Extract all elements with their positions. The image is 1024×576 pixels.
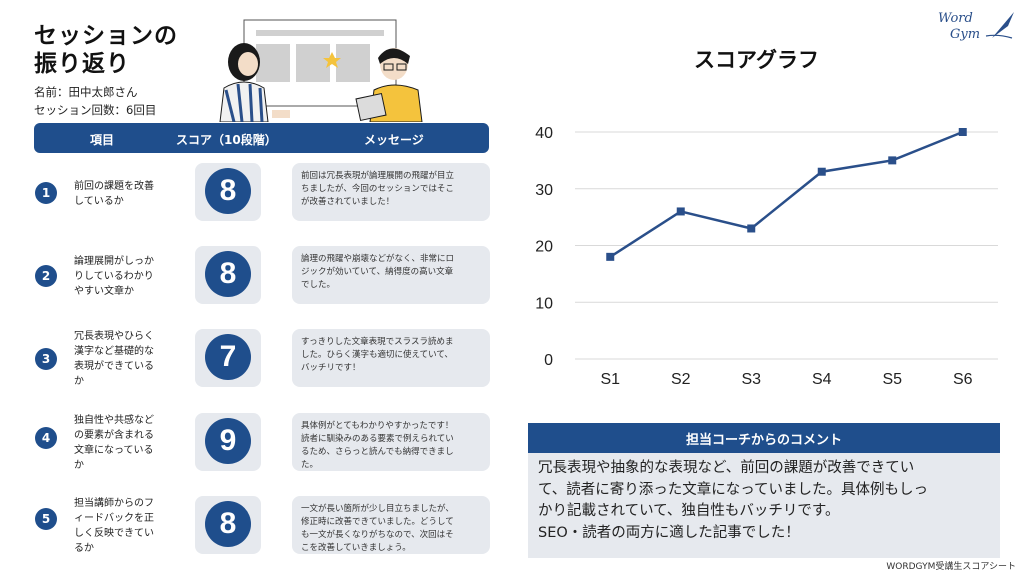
score-value: 8 [205,251,251,297]
row-number: 1 [35,182,57,204]
student-name: 名前：田中太郎さん [34,85,138,99]
row-item: 担当講師からのフ ィードバックを正 しく反映できてい るか [74,498,154,554]
score-box: 8 [195,246,261,304]
score-value: 9 [205,418,251,464]
table-row: 2 論理展開がしっか りしているわかり やすい文章か 8 論理の飛躍や崩壊などが… [34,246,494,308]
x-tick-label: S5 [882,371,902,388]
title-line-2: 振り返り [34,51,130,77]
y-tick-label: 30 [535,182,553,199]
table-row: 1 前回の課題を改善 しているか 8 前回は冗長表現が論理展開の飛躍が目立 ちま… [34,163,494,225]
row-number: 4 [35,427,57,449]
row-item: 冗長表現やひらく 漢字など基礎的な 表現ができている か [74,331,154,387]
col-message-header: メッセージ [364,133,424,147]
people-illustration [219,19,423,122]
y-tick-label: 0 [544,352,553,369]
row-message: 具体例がとてもわかりやすかったです！ 読者に馴染みのある要素で例えられてい るた… [292,413,490,471]
row-item: 独自性や共感など の要素が含まれる 文章になっている か [74,415,154,471]
title-line-1: セッションの [34,23,178,49]
row-message: 論理の飛躍や崩壊などがなく、非常にロ ジックが効いていて、納得度の高い文章 でし… [292,246,490,304]
row-message: 一文が長い箇所が少し目立ちましたが、 修正時に改善できていました。どうして も一… [292,496,490,554]
score-value: 8 [205,168,251,214]
data-point [747,224,756,233]
table-row: 3 冗長表現やひらく 漢字など基礎的な 表現ができている か 7 すっきりした文… [34,329,494,391]
session-count: セッション回数：6回目 [34,103,157,117]
chart-title: スコアグラフ [694,48,819,72]
data-point [888,156,897,165]
series-line [609,130,964,258]
x-tick-label: S2 [671,371,691,388]
score-box: 7 [195,329,261,387]
data-point [958,128,967,136]
footer-label: WORDGYM受講生スコアシート [886,562,1016,572]
row-number: 3 [35,348,57,370]
data-point [606,252,615,261]
comment-body: 冗長表現や抽象的な表現など、前回の課題が改善できてい て、読者に寄り添った文章に… [528,453,1000,558]
x-tick-label: S1 [600,371,620,388]
data-point [817,167,826,176]
svg-text:Word: Word [938,11,973,26]
row-message: 前回は冗長表現が論理展開の飛躍が目立 ちましたが、今回のセッションではそこ が改… [292,163,490,221]
y-tick-label: 40 [535,125,553,142]
score-value: 8 [205,501,251,547]
score-value: 7 [205,334,251,380]
x-tick-label: S6 [953,371,973,388]
row-message: すっきりした文章表現でスラスラ読めま した。ひらく漢字も適切に使えていて、 バッ… [292,329,490,387]
score-box: 8 [195,496,261,554]
wordgym-logo: Word Gym [938,11,1014,42]
table-header: 項目 スコア（10段階） メッセージ [34,123,489,153]
score-line-chart: 0 10 20 30 40 S1 S2 S3 S4 S5 S6 [535,125,998,388]
row-item: 前回の課題を改善 しているか [74,181,154,207]
page-title: セッションの 振り返り [34,22,178,78]
x-tick-label: S4 [812,371,832,388]
data-point [676,207,685,216]
x-tick-label: S3 [741,371,761,388]
col-item-header: 項目 [90,133,115,147]
y-tick-label: 20 [535,239,553,256]
y-tick-label: 10 [535,295,553,312]
row-number: 5 [35,508,57,530]
table-row: 4 独自性や共感など の要素が含まれる 文章になっている か 9 具体例がとても… [34,413,494,475]
row-item: 論理展開がしっか りしているわかり やすい文章か [74,256,154,297]
table-row: 5 担当講師からのフ ィードバックを正 しく反映できてい るか 8 一文が長い箇… [34,496,494,558]
comment-title: 担当コーチからのコメント [528,423,1000,453]
score-box: 9 [195,413,261,471]
col-score-header: スコア（10段階） [176,133,277,147]
svg-text:Gym: Gym [950,27,980,42]
score-box: 8 [195,163,261,221]
row-number: 2 [35,265,57,287]
